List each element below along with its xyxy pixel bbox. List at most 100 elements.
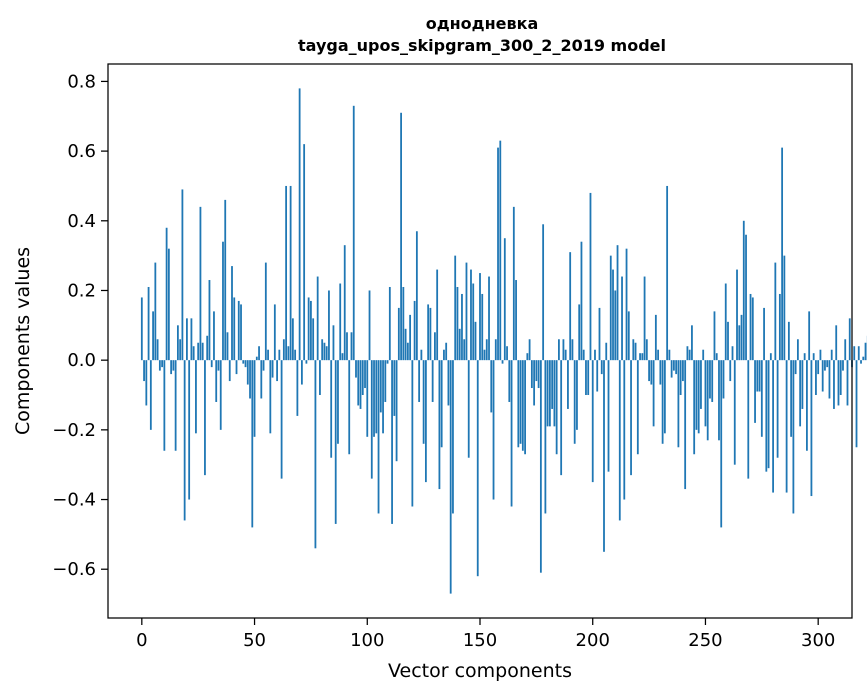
- bars-group: [140, 88, 867, 594]
- bar: [835, 325, 838, 361]
- bar: [291, 318, 294, 361]
- bar: [632, 339, 635, 361]
- x-tick-label: 0: [136, 630, 147, 651]
- bar: [749, 293, 752, 361]
- bar: [695, 360, 698, 430]
- bar: [625, 248, 628, 361]
- y-tick-label: 0.2: [67, 280, 96, 301]
- bar: [733, 360, 736, 465]
- bar: [806, 360, 808, 451]
- bar: [672, 360, 675, 371]
- bar: [587, 360, 590, 395]
- bar: [330, 360, 333, 458]
- bar: [729, 360, 732, 382]
- bar: [337, 360, 339, 444]
- bar: [213, 311, 215, 361]
- bar: [267, 349, 269, 361]
- bar: [411, 360, 414, 507]
- bar: [361, 360, 364, 395]
- bar: [296, 360, 299, 416]
- bar: [650, 360, 653, 385]
- bar: [808, 311, 811, 361]
- bar: [542, 224, 545, 361]
- bar: [312, 318, 315, 361]
- bar: [237, 300, 240, 361]
- y-tick-label: 0.8: [67, 71, 96, 92]
- bar: [242, 360, 245, 364]
- bar: [402, 286, 405, 361]
- bar: [219, 360, 222, 430]
- bar: [618, 360, 621, 521]
- x-tick-label: 200: [576, 630, 610, 651]
- bar: [731, 346, 734, 361]
- bar: [661, 360, 664, 444]
- bar: [328, 290, 330, 361]
- bar: [244, 360, 247, 368]
- bar: [688, 349, 691, 361]
- bar: [530, 360, 533, 389]
- bar: [427, 304, 430, 361]
- bar: [724, 283, 727, 361]
- bar: [848, 318, 851, 361]
- bar: [700, 360, 702, 409]
- bar: [585, 360, 587, 395]
- bar: [373, 360, 375, 437]
- bar: [154, 262, 157, 361]
- bar: [654, 314, 657, 361]
- bar: [174, 360, 177, 451]
- bar: [445, 342, 448, 361]
- bar: [285, 185, 288, 361]
- bar: [452, 360, 454, 514]
- bar: [156, 339, 159, 361]
- bar: [548, 360, 551, 427]
- bar: [555, 360, 558, 455]
- bar: [571, 339, 574, 361]
- bar: [815, 360, 817, 395]
- bar: [801, 360, 804, 409]
- bar: [490, 360, 493, 413]
- y-tick-label: 0.6: [67, 141, 96, 162]
- bar: [181, 189, 184, 361]
- bar: [208, 280, 211, 361]
- bar: [303, 144, 306, 361]
- bar: [537, 360, 540, 389]
- bar: [422, 360, 425, 444]
- bar: [598, 307, 601, 361]
- bar: [190, 318, 193, 361]
- bar: [684, 360, 687, 490]
- bar: [400, 112, 402, 361]
- bar: [388, 286, 391, 361]
- bar: [645, 339, 648, 361]
- bar: [567, 360, 569, 409]
- bar: [382, 360, 384, 434]
- bar: [224, 199, 227, 361]
- bar: [634, 342, 637, 361]
- bar: [161, 360, 164, 368]
- bar: [846, 360, 849, 406]
- bar: [828, 360, 831, 399]
- bar: [855, 360, 858, 448]
- bar: [375, 360, 378, 434]
- bar: [467, 360, 470, 458]
- bar: [652, 360, 655, 427]
- bar: [443, 349, 445, 361]
- bar: [614, 290, 617, 361]
- bar: [321, 339, 324, 361]
- bar: [436, 269, 439, 361]
- bar: [278, 349, 281, 361]
- bar: [521, 360, 524, 451]
- bar: [404, 328, 407, 361]
- bar: [643, 276, 646, 361]
- bar: [763, 307, 765, 361]
- bar: [179, 339, 182, 361]
- bar: [472, 283, 475, 361]
- bar: [709, 360, 711, 399]
- bar: [693, 360, 696, 455]
- bar: [738, 325, 741, 361]
- bar: [397, 307, 400, 361]
- bar: [332, 325, 335, 361]
- bar: [294, 349, 297, 361]
- x-tick-label: 50: [243, 630, 266, 651]
- x-tick-label: 250: [688, 630, 722, 651]
- bar: [621, 276, 623, 361]
